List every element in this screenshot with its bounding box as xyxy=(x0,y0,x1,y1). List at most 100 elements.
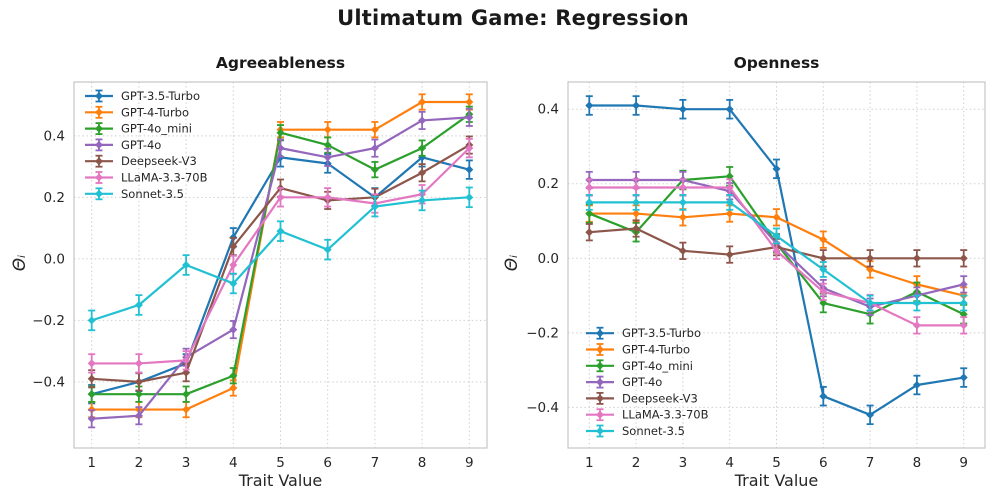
data-point xyxy=(585,209,594,218)
legend: GPT-3.5-Turbo GPT-4-Turbo GPT-4o_mini GPT-4… xyxy=(85,89,208,201)
data-point xyxy=(323,245,332,254)
data-point xyxy=(959,321,968,330)
y-tick-label: 0.4 xyxy=(44,128,65,144)
data-point xyxy=(134,300,143,309)
data-point xyxy=(912,299,921,308)
data-point xyxy=(678,183,687,192)
data-point xyxy=(725,209,734,218)
x-tick-label: 1 xyxy=(585,455,594,471)
data-point xyxy=(819,287,828,296)
legend-marker-icon xyxy=(95,173,103,182)
data-point xyxy=(465,193,474,202)
legend-label: Sonnet-3.5 xyxy=(121,187,184,201)
data-point xyxy=(134,411,143,420)
data-point xyxy=(418,196,427,205)
data-point xyxy=(465,97,474,106)
data-point xyxy=(418,116,427,125)
legend-marker-icon xyxy=(596,427,604,435)
data-point xyxy=(323,153,332,162)
data-point xyxy=(418,168,427,177)
y-tick-label: −0.4 xyxy=(526,400,559,416)
data-point xyxy=(182,368,191,377)
data-point xyxy=(959,254,968,263)
data-point xyxy=(134,359,143,368)
x-tick-label: 9 xyxy=(465,455,474,471)
data-point xyxy=(866,265,875,274)
legend-marker-icon xyxy=(596,394,604,403)
data-point xyxy=(182,390,191,399)
legend-item-GPT-4o: GPT-4o xyxy=(586,375,662,389)
data-point xyxy=(678,213,687,222)
y-tick-label: 0.2 xyxy=(538,176,559,192)
data-point xyxy=(912,254,921,263)
data-point xyxy=(772,164,781,173)
legend-item-GPT-4o_mini: GPT-4o_mini xyxy=(85,122,192,136)
legend-label: GPT-4o_mini xyxy=(622,359,693,373)
x-axis-label-right: Trait Value xyxy=(734,471,819,490)
data-point xyxy=(819,235,828,244)
legend-item-GPT-4o_mini: GPT-4o_mini xyxy=(586,359,693,373)
data-point xyxy=(632,183,641,192)
data-point xyxy=(276,128,285,137)
y-tick-label: 0.2 xyxy=(44,190,65,206)
x-tick-label: 4 xyxy=(725,455,734,471)
chart-agreeableness: 1 2 3 4 5 6 7 8 90.40.20.0−0.2−0.4GPT-3.5-TurboG… xyxy=(32,81,488,471)
x-tick-label: 7 xyxy=(371,455,380,471)
data-point xyxy=(959,280,968,289)
data-point xyxy=(725,105,734,114)
data-point xyxy=(819,392,828,401)
legend-label: GPT-4-Turbo xyxy=(622,343,690,357)
data-point xyxy=(819,254,828,263)
x-tick-label: 7 xyxy=(866,455,875,471)
series-GPT-4o xyxy=(87,107,474,429)
data-point xyxy=(632,101,641,110)
legend-marker-icon xyxy=(95,108,103,117)
legend-marker-icon xyxy=(596,345,604,354)
legend-item-GPT-4-Turbo: GPT-4-Turbo xyxy=(586,343,690,357)
data-point xyxy=(182,356,191,365)
data-point xyxy=(772,231,781,240)
legend-item-LLaMA-3.3-70B: LLaMA-3.3-70B xyxy=(586,408,709,422)
data-point xyxy=(87,316,96,325)
legend-item-Sonnet-3.5: Sonnet-3.5 xyxy=(85,187,184,201)
data-point xyxy=(229,279,238,288)
y-axis-label-left: Θᵢ xyxy=(10,254,30,272)
legend-item-Sonnet-3.5: Sonnet-3.5 xyxy=(586,424,685,438)
legend-marker-icon xyxy=(95,189,103,198)
data-point xyxy=(465,165,474,174)
data-point xyxy=(819,265,828,274)
x-tick-label: 2 xyxy=(632,455,641,471)
data-point xyxy=(370,125,379,134)
legend-marker-icon xyxy=(596,410,604,419)
data-point xyxy=(323,125,332,134)
data-point xyxy=(772,246,781,255)
legend-marker-icon xyxy=(596,378,604,387)
data-point xyxy=(632,198,641,207)
subplot-title-openness: Openness xyxy=(733,54,820,72)
data-point xyxy=(87,390,96,399)
data-point xyxy=(323,141,332,150)
data-point xyxy=(229,384,238,393)
legend-item-GPT-4-Turbo: GPT-4-Turbo xyxy=(85,105,189,119)
legend-marker-icon xyxy=(95,157,103,166)
data-point xyxy=(87,374,96,383)
data-point xyxy=(465,113,474,122)
x-tick-label: 3 xyxy=(182,455,191,471)
data-point xyxy=(959,373,968,382)
data-point xyxy=(866,299,875,308)
series-Sonnet-3.5 xyxy=(585,194,968,312)
data-point xyxy=(229,261,238,269)
legend-label: LLaMA-3.3-70B xyxy=(622,408,709,422)
data-point xyxy=(959,299,968,308)
data-point xyxy=(134,390,143,399)
data-point xyxy=(276,144,285,153)
legend-marker-icon xyxy=(95,92,103,100)
data-point xyxy=(182,261,191,269)
x-axis-label-left: Trait Value xyxy=(238,471,323,490)
data-point xyxy=(725,250,734,259)
data-point xyxy=(678,246,687,255)
subplot-title-agreeableness: Agreeableness xyxy=(215,54,346,72)
data-point xyxy=(585,228,594,237)
